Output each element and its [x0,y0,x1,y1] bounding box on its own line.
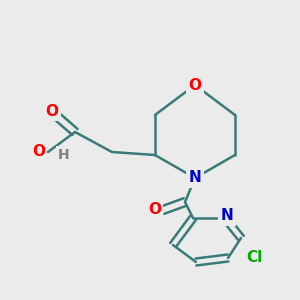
Text: O: O [46,103,59,118]
Text: H: H [58,148,70,162]
Text: O: O [148,202,161,217]
Text: N: N [189,170,201,185]
Text: O: O [32,145,45,160]
Text: O: O [188,77,202,92]
Text: N: N [220,208,233,224]
Text: Cl: Cl [246,250,262,266]
